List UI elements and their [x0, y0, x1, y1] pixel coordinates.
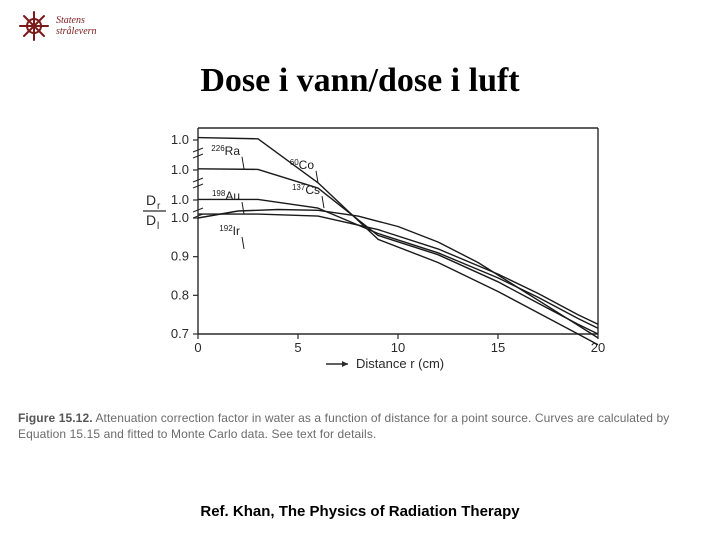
- svg-text:Distance r (cm): Distance r (cm): [356, 356, 444, 371]
- svg-text:10: 10: [391, 340, 405, 355]
- svg-text:198Au: 198Au: [212, 189, 240, 203]
- svg-text:0.7: 0.7: [171, 326, 189, 341]
- sunwheel-icon: [18, 10, 50, 42]
- svg-text:0.8: 0.8: [171, 287, 189, 302]
- attenuation-chart: 1.01.01.01.00.90.80.705101520Distance r …: [130, 120, 610, 390]
- svg-text:60Co: 60Co: [290, 158, 315, 172]
- svg-text:15: 15: [491, 340, 505, 355]
- svg-text:192Ir: 192Ir: [219, 224, 240, 238]
- svg-text:1.0: 1.0: [171, 192, 189, 207]
- svg-text:l: l: [157, 221, 159, 232]
- svg-text:D: D: [146, 192, 156, 208]
- svg-text:D: D: [146, 212, 156, 228]
- svg-text:0.9: 0.9: [171, 249, 189, 264]
- logo: Statens strålevern: [18, 10, 97, 42]
- svg-text:0: 0: [194, 340, 201, 355]
- page-title: Dose i vann/dose i luft: [0, 62, 720, 100]
- reference-text: Ref. Khan, The Physics of Radiation Ther…: [0, 503, 720, 520]
- svg-text:1.0: 1.0: [171, 210, 189, 225]
- logo-line1: Statens: [56, 15, 97, 26]
- caption-text: Attenuation correction factor in water a…: [18, 411, 669, 441]
- svg-text:1.0: 1.0: [171, 132, 189, 147]
- svg-text:137Cs: 137Cs: [292, 183, 320, 197]
- logo-text: Statens strålevern: [56, 15, 97, 37]
- svg-text:1.0: 1.0: [171, 162, 189, 177]
- svg-text:226Ra: 226Ra: [211, 144, 240, 158]
- figure-number: Figure 15.12.: [18, 411, 93, 425]
- logo-line2: strålevern: [56, 26, 97, 37]
- figure-caption: Figure 15.12. Attenuation correction fac…: [18, 410, 680, 442]
- svg-text:5: 5: [294, 340, 301, 355]
